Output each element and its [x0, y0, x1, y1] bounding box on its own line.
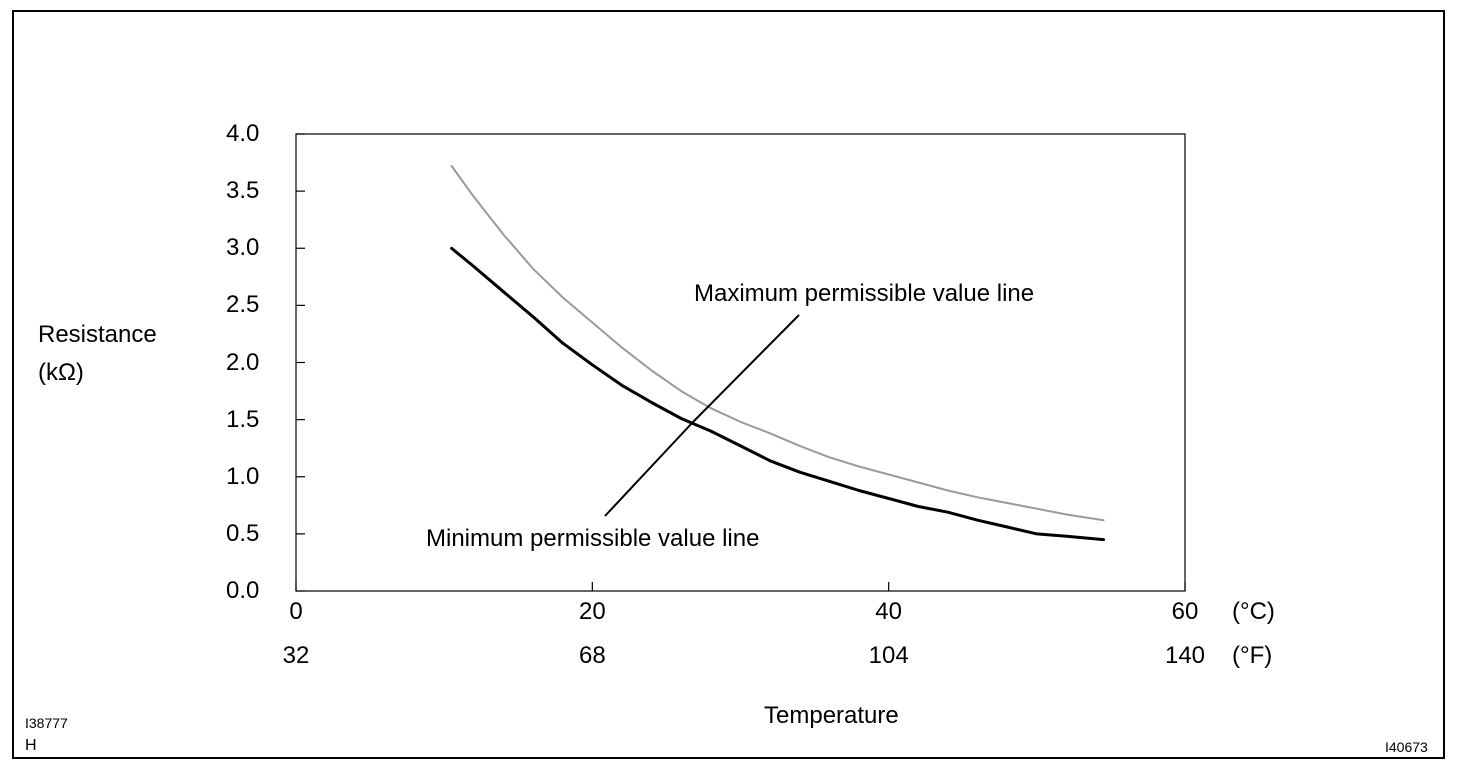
y-tick-label: 0.5 [226, 519, 260, 547]
unit-fahrenheit: (°F) [1232, 642, 1273, 669]
y-axis-unit: (kΩ) [38, 359, 84, 386]
figure-code-right: I40673 [1385, 739, 1428, 755]
figure-code-left: I38777 [25, 715, 68, 731]
series-line-maximum [450, 165, 1105, 522]
x-tick-label-celsius: 20 [578, 598, 606, 625]
figure-mark-left: H [25, 737, 37, 754]
figure-frame [12, 10, 1445, 759]
series-line-minimum [450, 246, 1105, 542]
series-group [450, 165, 1105, 542]
x-tick-label-fahrenheit: 140 [1164, 642, 1206, 669]
y-tick-label: 2.5 [226, 291, 260, 319]
y-tick-label: 3.0 [226, 234, 260, 262]
x-tick-label-fahrenheit: 68 [578, 642, 606, 669]
y-tick-label: 3.5 [226, 177, 260, 205]
y-tick-label: 4.0 [226, 120, 260, 147]
plot-area [295, 133, 1186, 592]
y-tick-label: 0.0 [226, 577, 260, 604]
annotation-min-line: Minimum permissible value line [426, 525, 760, 552]
y-tick-label: 1.5 [226, 405, 260, 433]
max-line-leader [692, 314, 800, 423]
y-tick-label: 2.0 [226, 348, 260, 376]
annotation-max-line: Maximum permissible value line [694, 280, 1035, 307]
x-tick-label-fahrenheit: 32 [282, 642, 310, 669]
y-axis-ticks [296, 133, 305, 592]
unit-celsius: (°C) [1232, 598, 1275, 625]
x-axis-ticks [295, 582, 1186, 591]
y-tick-label: 1.0 [226, 462, 260, 490]
x-tick-label-celsius: 40 [875, 598, 903, 625]
min-line-leader [604, 421, 694, 517]
x-tick-label-fahrenheit: 104 [868, 642, 909, 669]
x-tick-label-celsius: 0 [289, 598, 303, 625]
x-axis-label: Temperature [764, 702, 899, 729]
x-tick-label-celsius: 60 [1171, 598, 1199, 625]
y-axis-label: Resistance [38, 321, 157, 348]
